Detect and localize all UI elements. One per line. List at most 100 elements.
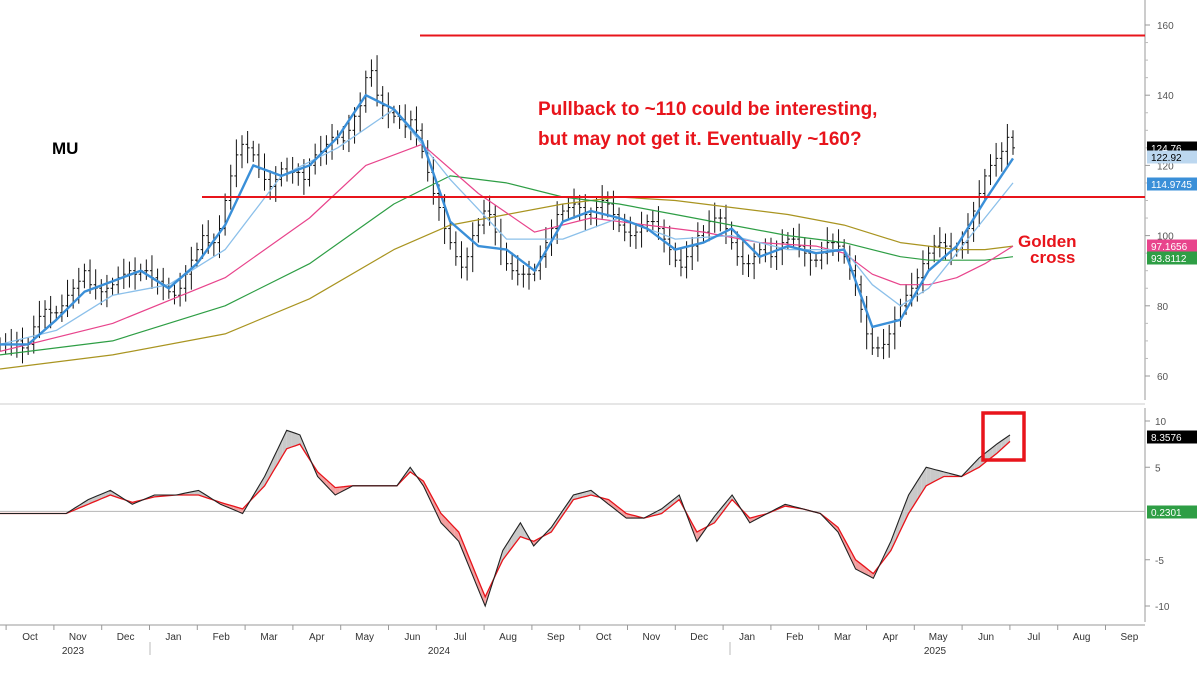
momentum-fill — [974, 458, 980, 470]
momentum-fill — [860, 563, 865, 574]
moving-averages — [0, 94, 1014, 370]
momentum-layer — [0, 429, 1145, 608]
momentum-fill — [463, 542, 468, 563]
price-ytick-label: 120 — [1157, 161, 1174, 172]
momentum-fill — [568, 495, 574, 507]
momentum-fill — [727, 495, 733, 506]
momentum-fill — [291, 431, 296, 448]
momentum-fill — [273, 448, 278, 471]
momentum-fill — [476, 575, 481, 596]
ma-10-line — [0, 94, 1014, 346]
momentum-fill — [436, 505, 442, 523]
price-value-tag-label: 122.92 — [1151, 153, 1182, 164]
month-label: Feb — [213, 632, 231, 643]
momentum-fill — [427, 489, 433, 505]
momentum-fill — [286, 430, 292, 449]
momentum-last-tag — [1147, 430, 1197, 444]
momentum-fill — [432, 497, 437, 514]
golden-cross-label-1: Golden — [1018, 232, 1077, 251]
momentum-fill — [930, 468, 936, 484]
month-label: Jun — [404, 632, 420, 643]
month-label: Jul — [1027, 632, 1040, 643]
year-label: 2023 — [62, 646, 85, 657]
momentum-fill — [718, 505, 724, 517]
price-value-tag — [1147, 177, 1197, 191]
momentum-fill — [326, 479, 331, 491]
momentum-ytick-label: 5 — [1155, 463, 1161, 474]
momentum-ytick-label: 10 — [1155, 417, 1167, 428]
golden-cross-label-2: cross — [1030, 248, 1075, 267]
momentum-zero-tag-label: 0.2301 — [1151, 508, 1182, 519]
month-label: Dec — [117, 632, 135, 643]
month-label: Mar — [260, 632, 278, 643]
momentum-fill — [899, 506, 905, 532]
momentum-last-tag-label: 8.3576 — [1151, 433, 1182, 444]
ticker-label: MU — [52, 139, 78, 158]
momentum-fill — [665, 501, 671, 511]
momentum-fill — [269, 458, 274, 479]
price-ytick-label: 60 — [1157, 372, 1169, 383]
year-label: 2024 — [428, 646, 451, 657]
momentum-fill — [617, 506, 622, 515]
momentum-fill — [339, 486, 345, 493]
momentum-fill — [904, 495, 909, 523]
price-value-tag-label: 124.76 — [1151, 144, 1182, 155]
momentum-fill — [833, 523, 838, 532]
annotation-line-1: Pullback to ~110 could be interesting, — [538, 99, 877, 120]
month-label: Aug — [499, 632, 517, 643]
momentum-fill — [886, 541, 891, 557]
month-label: Sep — [547, 632, 565, 643]
momentum-fill — [564, 501, 569, 513]
momentum-fill — [502, 543, 508, 560]
momentum-fill — [723, 500, 728, 512]
momentum-fill — [696, 529, 702, 542]
month-label: Apr — [309, 632, 325, 643]
momentum-fill — [295, 433, 300, 446]
price-ytick-label: 160 — [1157, 21, 1174, 32]
momentum-ytick-label: -5 — [1155, 556, 1164, 567]
price-layer — [0, 55, 1015, 364]
momentum-fill — [321, 475, 327, 486]
momentum-fill — [842, 535, 847, 551]
month-label: Jan — [165, 632, 181, 643]
price-value-tag-label: 97.1656 — [1151, 242, 1188, 253]
momentum-fill — [608, 499, 614, 508]
axis-layer: 60 80 100 120 140 160 10 5 -5 -10 Oct Nov Dec Jan Feb M… — [5, 21, 1174, 657]
momentum-fill — [908, 488, 913, 514]
momentum-fill — [330, 483, 336, 495]
momentum-fill — [520, 522, 525, 539]
momentum-fast-line — [0, 429, 1011, 608]
horizontal-levels — [202, 34, 1145, 198]
momentum-fill — [948, 473, 953, 477]
month-label: Nov — [69, 632, 87, 643]
momentum-fill — [851, 551, 856, 569]
month-label: Aug — [1073, 632, 1091, 643]
momentum-fill — [890, 529, 896, 551]
annotation-line-2: but may not get it. Eventually ~160? — [538, 129, 862, 150]
month-label: Dec — [690, 632, 708, 643]
momentum-fill — [846, 543, 852, 560]
month-label: Oct — [596, 632, 612, 643]
price-value-tag-label: 93.8112 — [1151, 254, 1187, 265]
momentum-fill — [661, 505, 666, 514]
month-label: Oct — [22, 632, 38, 643]
momentum-fill — [480, 585, 486, 606]
price-value-tag — [1147, 239, 1197, 253]
price-ytick-label: 100 — [1157, 232, 1174, 243]
ma-100-line — [0, 175, 1014, 356]
ma-50-line — [0, 143, 1014, 352]
month-label: May — [355, 632, 374, 643]
month-label: Jan — [739, 632, 755, 643]
momentum-ytick-label: -10 — [1155, 602, 1170, 613]
momentum-fill — [264, 467, 270, 486]
momentum-highlight-box — [981, 411, 1026, 462]
price-ytick-label: 140 — [1157, 91, 1174, 102]
price-value-tag-label: 114.9745 — [1151, 180, 1192, 191]
momentum-fill — [935, 469, 940, 482]
momentum-fill — [674, 495, 680, 504]
price-value-tag — [1147, 251, 1197, 265]
year-label: 2025 — [924, 646, 947, 657]
momentum-slow-line — [0, 440, 1011, 599]
